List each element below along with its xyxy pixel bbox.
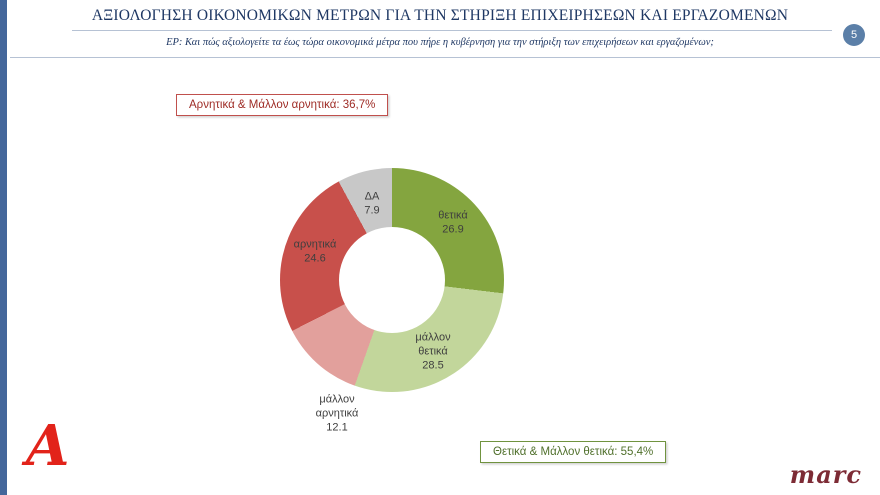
- segment-value: 7.9: [364, 204, 380, 216]
- donut-ring: [280, 168, 504, 392]
- segment-name: αρνητικά: [293, 238, 337, 251]
- segment-name: ΔΑ: [364, 190, 380, 203]
- title-divider: [72, 30, 832, 31]
- segment-label-mallon-thetika: μάλλον θετικά 28.5: [407, 331, 459, 372]
- left-accent-bar: [0, 0, 7, 495]
- segment-value: 26.9: [442, 223, 464, 235]
- donut-hole: [339, 227, 445, 333]
- segment-value: 28.5: [422, 358, 444, 371]
- question-subtitle: ΕΡ: Και πώς αξιολογείτε τα έως τώρα οικο…: [166, 37, 714, 48]
- segment-label-da: ΔΑ 7.9: [352, 190, 392, 218]
- segment-label-arnitika: αρνητικά 24.6: [280, 238, 350, 266]
- alpha-tv-logo: A: [26, 413, 70, 479]
- segment-name: μάλλον θετικά: [415, 331, 451, 358]
- segment-name: θετικά: [438, 209, 468, 222]
- header-divider: [10, 57, 880, 58]
- segment-name: μάλλον αρνητικά: [315, 393, 359, 420]
- page-number-badge: 5: [843, 24, 865, 46]
- segment-value: 12.1: [326, 420, 348, 433]
- negative-summary-callout: Αρνητικά & Μάλλον αρνητικά: 36,7%: [176, 94, 389, 116]
- segment-value: 24.6: [304, 252, 326, 264]
- segment-label-mallon-arnitika: μάλλον αρνητικά 12.1: [307, 393, 367, 434]
- page-title: ΑΞΙΟΛΟΓΗΣΗ ΟΙΚΟΝΟΜΙΚΩΝ ΜΕΤΡΩΝ ΓΙΑ ΤΗΝ ΣΤ…: [91, 7, 789, 24]
- segment-label-thetika: θετικά 26.9: [423, 209, 483, 237]
- marc-logo: marc: [789, 460, 862, 489]
- positive-summary-callout: Θετικά & Μάλλον θετικά: 55,4%: [480, 441, 667, 463]
